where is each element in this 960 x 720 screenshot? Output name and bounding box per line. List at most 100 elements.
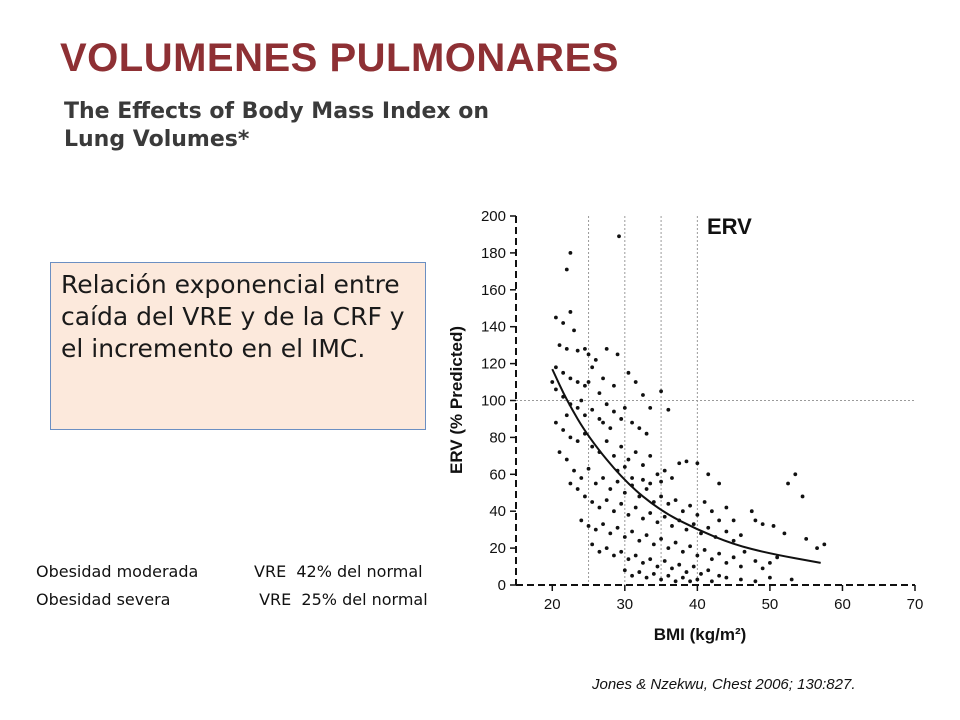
callout-text: Relación exponencial entre caída del VRE… xyxy=(61,270,405,363)
data-point-0-164 xyxy=(680,575,685,580)
data-point-0-97 xyxy=(633,505,638,510)
data-point-0-149 xyxy=(670,566,674,571)
data-point-0-139 xyxy=(597,549,602,554)
data-point-0-166 xyxy=(695,577,700,582)
data-point-0-65 xyxy=(564,457,569,462)
data-point-0-150 xyxy=(677,562,682,567)
data-point-0-102 xyxy=(670,524,674,528)
data-point-0-0 xyxy=(617,234,621,239)
data-point-0-56 xyxy=(655,472,660,477)
data-point-0-191 xyxy=(648,481,653,486)
note-row-moderate: Obesidad moderada VRE 42% del normal xyxy=(36,558,428,586)
data-point-0-80 xyxy=(673,498,678,503)
data-point-0-128 xyxy=(695,553,700,558)
data-point-0-124 xyxy=(666,546,671,550)
data-point-0-95 xyxy=(619,501,624,506)
data-point-0-146 xyxy=(648,557,653,562)
data-point-0-71 xyxy=(608,487,613,491)
data-point-0-163 xyxy=(673,579,678,584)
data-point-0-189 xyxy=(630,476,634,480)
data-point-0-60 xyxy=(684,459,689,464)
slide-title: VOLUMENES PULMONARES xyxy=(60,36,619,80)
data-point-0-162 xyxy=(666,573,671,578)
data-point-0-94 xyxy=(612,509,616,514)
data-point-0-188 xyxy=(622,465,627,469)
data-point-0-199 xyxy=(564,413,569,418)
y-tick-label-100: 100 xyxy=(481,393,506,410)
chart-title: ERV xyxy=(707,214,752,239)
data-point-0-110 xyxy=(731,538,736,543)
data-point-0-196 xyxy=(579,398,584,403)
x-tick-label-30: 30 xyxy=(616,596,633,613)
data-point-0-154 xyxy=(706,568,711,573)
x-tick-label-40: 40 xyxy=(689,596,706,613)
data-point-0-20 xyxy=(590,365,595,370)
y-tick-label-120: 120 xyxy=(481,356,506,373)
data-point-0-136 xyxy=(760,566,765,571)
citation: Jones & Nzekwu, Chest 2006; 130:827. xyxy=(592,676,856,693)
data-point-0-49 xyxy=(604,439,609,443)
data-point-0-88 xyxy=(568,481,573,486)
data-point-0-40 xyxy=(637,426,642,431)
data-point-0-2 xyxy=(564,267,569,272)
data-point-0-193 xyxy=(608,426,613,431)
data-point-0-19 xyxy=(583,383,587,388)
data-point-0-183 xyxy=(822,542,827,547)
paper-title: The Effects of Body Mass Index on Lung V… xyxy=(64,98,489,154)
data-point-0-39 xyxy=(630,420,634,425)
data-point-0-21 xyxy=(601,376,605,381)
paper-title-line-2: Lung Volumes* xyxy=(64,127,250,152)
data-point-0-68 xyxy=(586,466,591,471)
data-point-0-156 xyxy=(622,568,627,573)
data-point-0-33 xyxy=(583,413,587,418)
data-point-0-62 xyxy=(706,472,711,477)
data-point-0-55 xyxy=(648,453,653,458)
data-point-0-148 xyxy=(662,559,667,563)
data-point-0-76 xyxy=(644,487,649,491)
data-point-0-1 xyxy=(568,251,573,255)
data-point-0-91 xyxy=(590,500,595,504)
data-point-0-192 xyxy=(659,479,663,484)
data-point-0-42 xyxy=(554,420,558,425)
fit-curve xyxy=(551,368,821,564)
data-point-0-135 xyxy=(753,559,758,563)
data-point-0-152 xyxy=(691,564,696,569)
data-point-0-78 xyxy=(659,494,663,499)
obesity-notes: Obesidad moderada VRE 42% del normal Obe… xyxy=(36,558,428,614)
data-point-0-50 xyxy=(612,453,616,458)
data-point-0-122 xyxy=(651,542,656,547)
y-tick-label-20: 20 xyxy=(489,540,506,557)
y-tick-label-60: 60 xyxy=(489,466,506,483)
data-point-0-129 xyxy=(702,548,707,552)
data-point-0-119 xyxy=(630,529,634,534)
data-point-0-59 xyxy=(677,461,682,466)
x-tick-label-60: 60 xyxy=(834,596,851,613)
x-axis-title: BMI (kg/m²) xyxy=(654,625,747,644)
chart-axes: 0 20 40 60 80 100 120 140 160 180 200 20 30 40 50 60 70 xyxy=(481,208,923,613)
note-value-moderate: VRE 42% del normal xyxy=(254,562,423,581)
y-tick-label-200: 200 xyxy=(481,208,506,225)
data-point-0-177 xyxy=(782,531,787,536)
data-point-0-98 xyxy=(641,516,645,521)
data-point-0-125 xyxy=(673,540,678,545)
data-point-0-34 xyxy=(590,407,595,412)
data-point-0-37 xyxy=(612,409,616,414)
data-point-0-9 xyxy=(575,348,580,353)
data-point-0-171 xyxy=(768,575,772,580)
data-point-0-70 xyxy=(601,476,605,480)
data-point-0-29 xyxy=(554,387,558,392)
data-point-0-90 xyxy=(583,494,587,499)
data-points xyxy=(550,234,827,584)
data-point-0-24 xyxy=(633,380,638,384)
reference-lines xyxy=(516,216,915,585)
data-point-0-64 xyxy=(557,450,562,455)
data-point-0-180 xyxy=(800,494,805,499)
data-point-0-52 xyxy=(626,457,631,462)
data-point-0-3 xyxy=(554,315,558,320)
data-point-0-25 xyxy=(641,393,645,397)
data-point-0-86 xyxy=(717,518,722,523)
data-point-0-51 xyxy=(619,444,624,449)
note-row-severe: Obesidad severa VRE 25% del normal xyxy=(36,586,428,614)
data-point-0-137 xyxy=(768,560,772,565)
callout-box: Relación exponencial entre caída del VRE… xyxy=(50,262,426,430)
